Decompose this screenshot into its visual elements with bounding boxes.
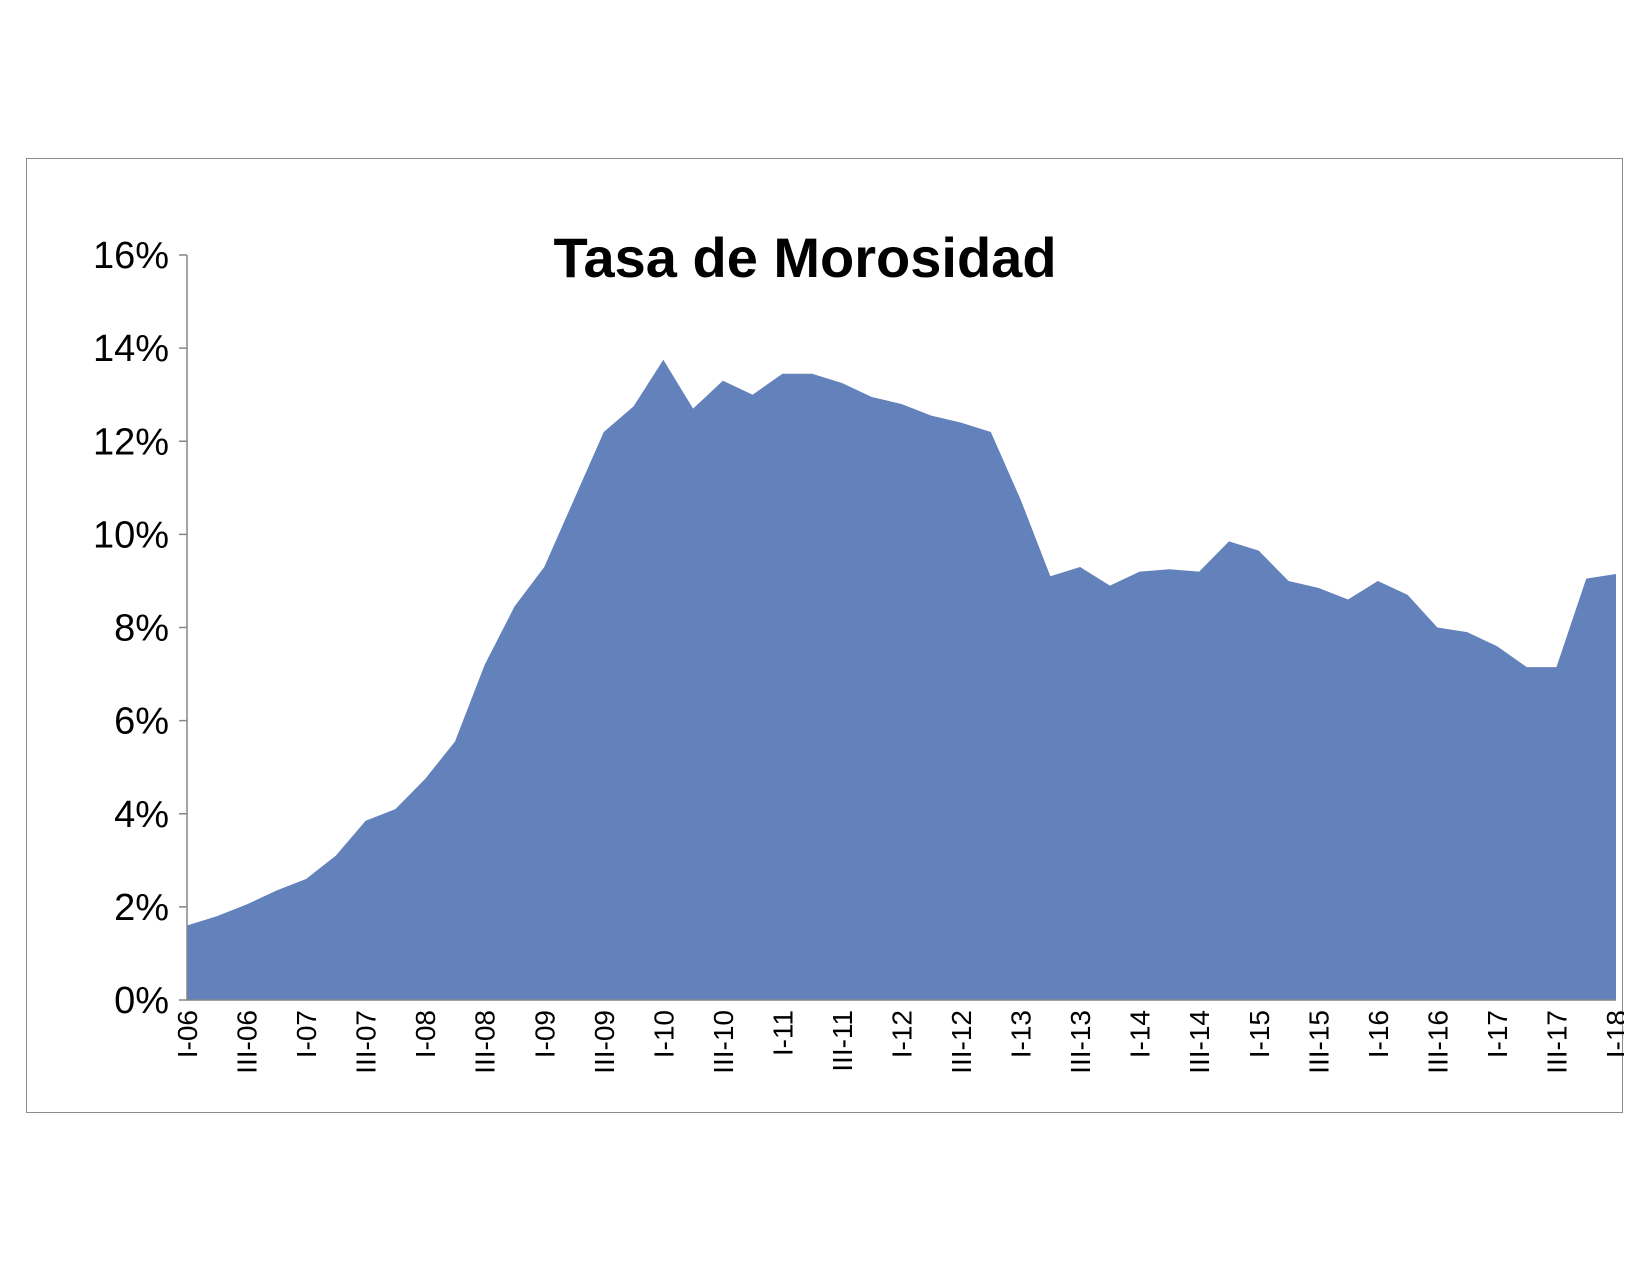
x-tick-label: I-15 <box>1244 1010 1275 1058</box>
x-tick-label: I-16 <box>1363 1010 1394 1058</box>
y-tick-label: 16% <box>93 235 169 277</box>
chart-title: Tasa de Morosidad <box>553 226 1056 289</box>
x-tick-label: III-16 <box>1422 1010 1453 1074</box>
x-tick-label: I-09 <box>529 1010 560 1058</box>
x-tick-label: III-07 <box>351 1010 382 1074</box>
x-tick-label: I-08 <box>410 1010 441 1058</box>
y-tick-label: 8% <box>114 608 169 650</box>
x-tick-label: I-07 <box>291 1010 322 1058</box>
y-tick-label: 4% <box>114 794 169 836</box>
y-tick-label: 12% <box>93 421 169 463</box>
y-tick-label: 10% <box>93 514 169 556</box>
chart-svg: 0% 2% 4% 6% 8% 10% 12% 14% 16% I-06 III-06 I-07 III… <box>93 226 1624 1074</box>
x-tick-label: I-11 <box>767 1010 798 1056</box>
x-tick-label: I-18 <box>1601 1010 1624 1058</box>
x-tick-label: III-13 <box>1065 1010 1096 1074</box>
x-tick-label: I-17 <box>1482 1010 1513 1058</box>
axes-layer <box>179 254 1616 1001</box>
x-tick-label: I-13 <box>1006 1010 1037 1058</box>
x-tick-label: III-10 <box>708 1010 739 1074</box>
y-tick-label: 0% <box>114 980 169 1022</box>
y-tick-label: 2% <box>114 887 169 929</box>
x-tick-label: III-12 <box>946 1010 977 1074</box>
y-tick-label: 14% <box>93 328 169 370</box>
x-tick-label: III-14 <box>1184 1010 1215 1074</box>
area-series <box>187 359 1616 1000</box>
chart-frame: 0% 2% 4% 6% 8% 10% 12% 14% 16% I-06 III-06 I-07 III… <box>26 158 1624 1113</box>
y-tick-label: 6% <box>114 701 169 743</box>
x-tick-labels: I-06 III-06 I-07 III-07 I-08 III-08 I-09 III-09… <box>172 1010 1624 1074</box>
x-tick-label: I-14 <box>1125 1010 1156 1058</box>
x-tick-label: III-11 <box>827 1010 858 1072</box>
x-tick-label: III-15 <box>1303 1010 1334 1074</box>
x-tick-label: I-10 <box>648 1010 679 1058</box>
x-tick-label: III-09 <box>589 1010 620 1074</box>
x-tick-label: I-06 <box>172 1010 203 1058</box>
area-layer <box>187 359 1616 1000</box>
x-tick-label: III-08 <box>470 1010 501 1074</box>
x-tick-label: III-17 <box>1541 1010 1572 1074</box>
x-tick-label: III-06 <box>232 1010 263 1074</box>
x-tick-label: I-12 <box>887 1010 918 1058</box>
y-tick-labels: 0% 2% 4% 6% 8% 10% 12% 14% 16% <box>93 235 169 1022</box>
